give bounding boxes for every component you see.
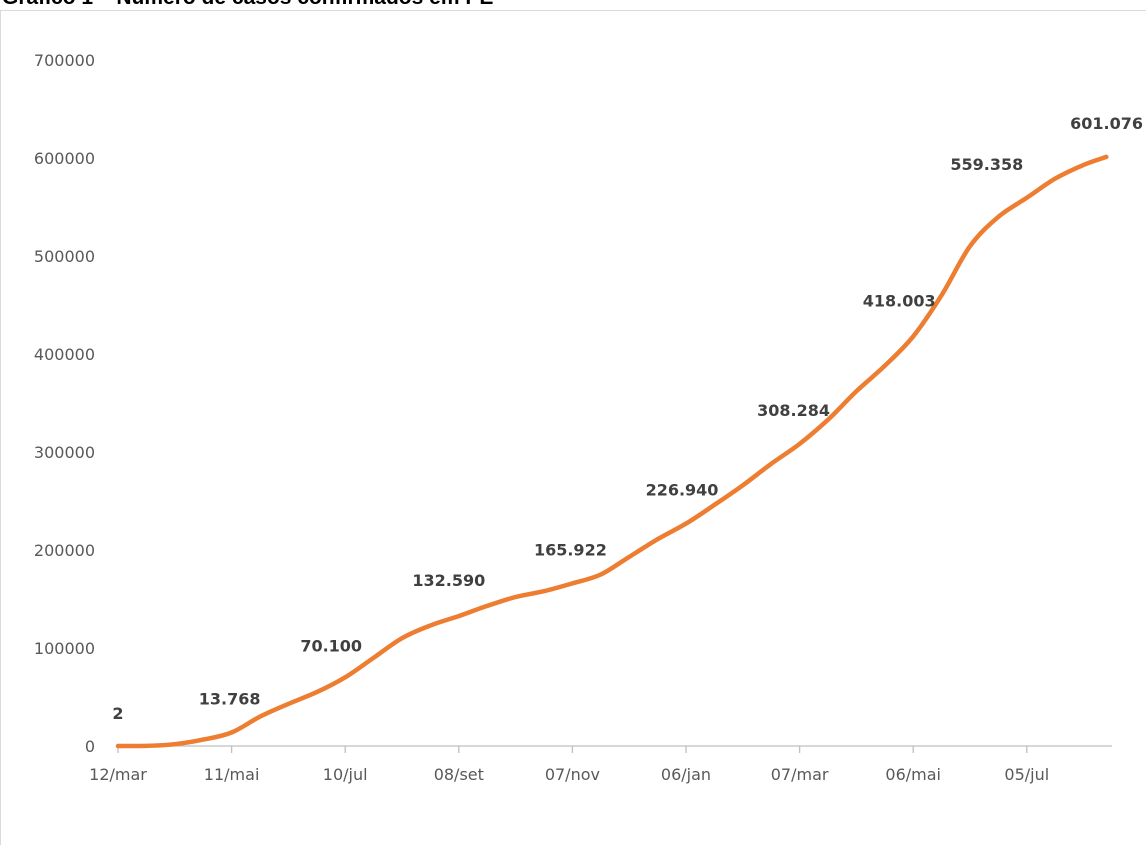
x-tick-label: 05/jul — [1004, 765, 1049, 784]
data-label: 226.940 — [646, 481, 719, 500]
x-tick-label: 11/mai — [204, 765, 260, 784]
y-tick-label: 0 — [85, 737, 95, 756]
x-tick-label: 06/jan — [661, 765, 711, 784]
data-label: 13.768 — [199, 690, 261, 709]
data-label: 559.358 — [950, 155, 1023, 174]
x-tick-label: 10/jul — [323, 765, 368, 784]
chart-title: Gráfico 1 – Número de casos confirmados … — [2, 0, 493, 10]
data-label: 418.003 — [863, 291, 936, 310]
data-label: 2 — [112, 704, 123, 723]
y-tick-label: 100000 — [34, 639, 95, 658]
y-tick-label: 700000 — [34, 51, 95, 70]
data-label: 165.922 — [534, 540, 607, 559]
y-tick-label: 500000 — [34, 247, 95, 266]
chart-frame — [0, 10, 1146, 845]
y-tick-label: 400000 — [34, 345, 95, 364]
data-label: 308.284 — [757, 401, 830, 420]
y-tick-label: 600000 — [34, 149, 95, 168]
x-tick-label: 07/mar — [771, 765, 829, 784]
y-tick-label: 300000 — [34, 443, 95, 462]
data-label: 132.590 — [412, 571, 485, 590]
series-layer — [115, 154, 1109, 749]
series-line — [115, 154, 1109, 749]
x-axis: 12/mar 11/mai 10/jul 08/set 07/nov 06/jan 07/m… — [89, 745, 1112, 784]
data-labels: 2 13.768 70.100 132.590 165.922 226.940 308.28… — [112, 114, 1143, 723]
x-tick-label: 06/mai — [885, 765, 941, 784]
y-axis: 0 100000 200000 300000 400000 500000 600000 700… — [34, 51, 95, 756]
x-tick-label: 08/set — [434, 765, 484, 784]
data-label: 601.076 — [1070, 114, 1143, 133]
data-label: 70.100 — [300, 636, 362, 655]
x-tick-label: 07/nov — [545, 765, 600, 784]
y-tick-label: 200000 — [34, 541, 95, 560]
x-tick-label: 12/mar — [89, 765, 147, 784]
